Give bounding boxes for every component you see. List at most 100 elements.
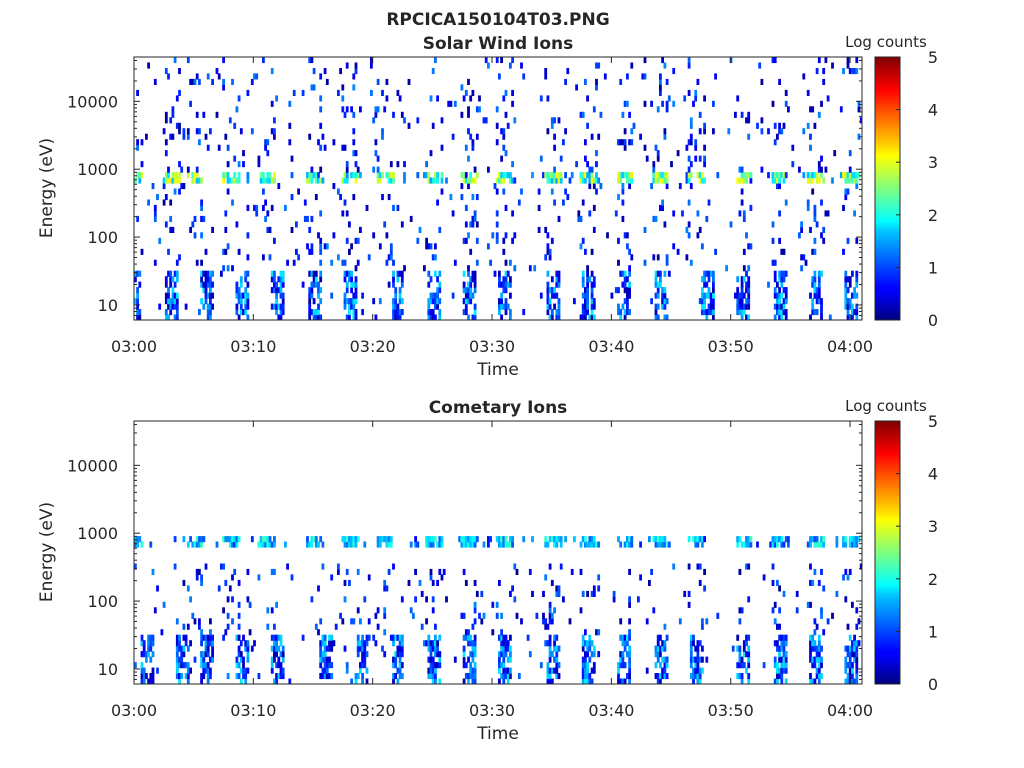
heatmap-cell xyxy=(175,309,179,316)
heatmap-cell xyxy=(378,536,382,543)
heatmap-cell xyxy=(453,100,457,107)
heatmap-cell xyxy=(692,656,695,663)
heatmap-cell xyxy=(169,270,173,277)
heatmap-cell xyxy=(266,150,270,157)
colorbar-tick-label: 5 xyxy=(928,48,938,67)
heatmap-cell xyxy=(809,133,812,140)
heatmap-cell xyxy=(235,662,239,669)
heatmap-cell xyxy=(747,656,751,663)
heatmap-cell xyxy=(692,536,695,543)
heatmap-cell xyxy=(281,298,285,305)
heatmap-cell xyxy=(323,634,327,641)
heatmap-cell xyxy=(612,590,616,597)
heatmap-cell xyxy=(175,303,179,310)
heatmap-cell xyxy=(784,634,788,641)
heatmap-cell xyxy=(584,640,587,647)
heatmap-cell xyxy=(612,596,616,603)
heatmap-cell xyxy=(846,276,850,283)
heatmap-cell xyxy=(319,314,323,320)
heatmap-cell xyxy=(853,210,856,217)
heatmap-cell xyxy=(182,645,186,652)
heatmap-cell xyxy=(438,541,442,548)
heatmap-cell xyxy=(266,177,270,184)
heatmap-cell xyxy=(303,215,307,222)
heatmap-cell xyxy=(855,678,859,684)
heatmap-cell xyxy=(550,188,554,195)
heatmap-cell xyxy=(350,172,353,179)
heatmap-cell xyxy=(548,651,552,658)
heatmap-cell xyxy=(178,188,181,195)
heatmap-cell xyxy=(469,133,473,140)
heatmap-cell xyxy=(487,536,490,543)
heatmap-cell xyxy=(363,656,367,663)
heatmap-cell xyxy=(813,662,817,669)
heatmap-cell xyxy=(661,640,664,647)
heatmap-cell xyxy=(202,287,206,294)
heatmap-cell xyxy=(394,314,398,320)
heatmap-cells xyxy=(134,57,862,320)
heatmap-cell xyxy=(175,618,179,625)
heatmap-cell xyxy=(233,177,237,184)
x-tick-label: 03:50 xyxy=(708,701,754,720)
heatmap-cell xyxy=(586,640,589,647)
heatmap-cell xyxy=(462,612,466,619)
heatmap-cell xyxy=(813,276,817,283)
heatmap-cell xyxy=(621,634,625,641)
heatmap-cell xyxy=(652,166,656,173)
heatmap-cell xyxy=(385,585,389,592)
heatmap-cell xyxy=(431,541,435,548)
heatmap-cell xyxy=(246,640,250,647)
heatmap-cell xyxy=(195,541,199,548)
heatmap-cell xyxy=(659,177,662,184)
heatmap-cell xyxy=(820,166,823,173)
heatmap-cell xyxy=(586,298,589,305)
heatmap-cell xyxy=(436,172,439,179)
heatmap-cell xyxy=(438,270,442,277)
heatmap-cell xyxy=(694,662,698,669)
heatmap-cell xyxy=(464,204,468,211)
heatmap-cell xyxy=(648,536,651,543)
heatmap-cell xyxy=(663,662,667,669)
heatmap-cell xyxy=(626,309,629,316)
heatmap-cell xyxy=(776,640,779,647)
heatmap-cell xyxy=(628,139,631,146)
heatmap-cell xyxy=(186,662,190,669)
heatmap-cell xyxy=(275,303,278,310)
heatmap-cell xyxy=(809,601,812,608)
heatmap-cell xyxy=(473,281,477,288)
heatmap-cell xyxy=(621,199,625,206)
heatmap-cell xyxy=(237,314,241,320)
heatmap-cell xyxy=(467,128,470,135)
heatmap-cell xyxy=(200,541,203,548)
heatmap-cell xyxy=(206,276,210,283)
heatmap-cell xyxy=(780,292,784,299)
heatmap-cell xyxy=(244,298,248,305)
heatmap-cell xyxy=(156,585,159,592)
heatmap-cell xyxy=(255,73,259,80)
heatmap-cell xyxy=(186,645,190,652)
heatmap-cell xyxy=(167,303,170,310)
heatmap-cell xyxy=(659,678,662,684)
heatmap-cell xyxy=(394,303,398,310)
heatmap-cell xyxy=(665,100,669,107)
heatmap-cell xyxy=(198,536,201,543)
heatmap-cell xyxy=(487,166,490,173)
heatmap-cell xyxy=(564,172,567,179)
heatmap-cell xyxy=(471,640,475,647)
heatmap-cell xyxy=(663,645,667,652)
heatmap-cell xyxy=(758,62,762,69)
heatmap-cell xyxy=(173,177,177,184)
heatmap-cell xyxy=(325,645,329,652)
heatmap-cell xyxy=(134,276,137,283)
heatmap-cell xyxy=(586,662,589,669)
heatmap-cell xyxy=(564,188,567,195)
heatmap-cell xyxy=(175,314,179,320)
heatmap-cell xyxy=(319,210,323,217)
heatmap-cell xyxy=(325,667,329,674)
heatmap-cell xyxy=(590,270,594,277)
heatmap-cell xyxy=(771,259,775,266)
heatmap-cell xyxy=(855,640,859,647)
heatmap-cell xyxy=(226,265,230,272)
heatmap-cell xyxy=(659,172,662,179)
